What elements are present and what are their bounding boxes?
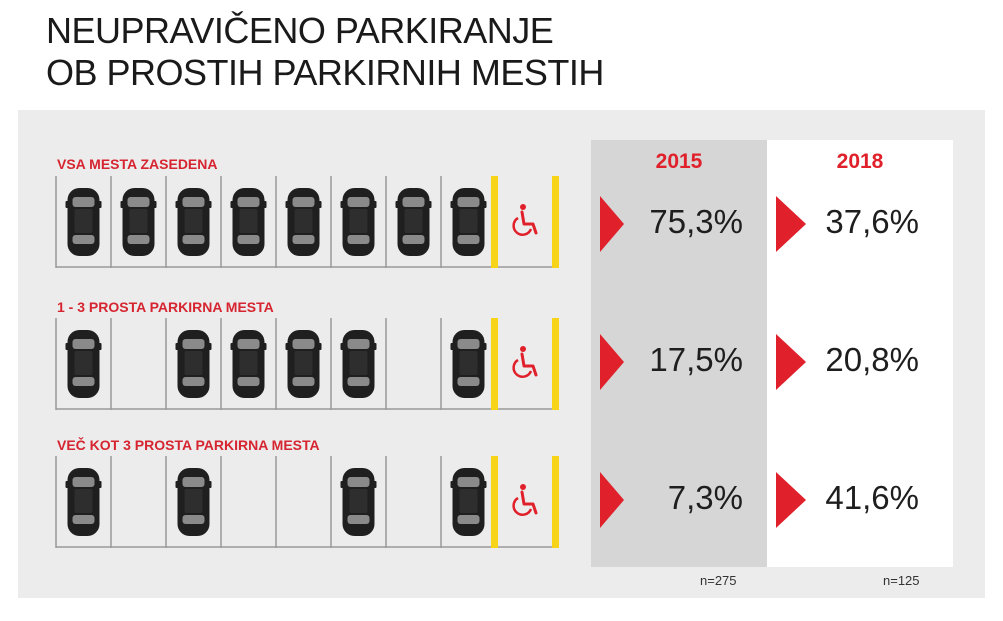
value-2015-over-3-free: 7,3% <box>667 479 743 516</box>
car-icon <box>395 188 432 256</box>
title-line-1: NEUPRAVIČENO PARKIRANJE <box>46 10 554 51</box>
car-icon <box>175 188 212 256</box>
red-triangle-arrow-icon <box>600 196 624 252</box>
car-icon <box>65 188 102 256</box>
car-icon <box>285 188 322 256</box>
car-icon <box>340 188 377 256</box>
car-icon <box>450 188 487 256</box>
car-icon <box>120 188 157 256</box>
wheelchair-icon <box>512 346 538 378</box>
red-triangle-arrow-icon <box>776 334 806 390</box>
value-2018-over-3-free: 41,6% <box>825 479 919 516</box>
parking-lot-row-1 <box>55 176 559 268</box>
car-icon <box>65 468 102 536</box>
parking-lot-row-2 <box>55 318 559 410</box>
handicap-line <box>491 176 498 268</box>
car-icon <box>175 468 212 536</box>
car-icon <box>285 330 322 398</box>
car-icon <box>340 468 377 536</box>
year-header-2018: 2018 <box>836 150 884 173</box>
value-2015-1-3-free: 17,5% <box>649 341 743 378</box>
red-triangle-arrow-icon <box>776 196 806 252</box>
sample-size-2018: n=125 <box>883 573 920 588</box>
red-triangle-arrow-icon <box>776 472 806 528</box>
handicap-line <box>491 318 498 410</box>
row-label-1-3-free: 1 - 3 PROSTA PARKIRNA MESTA <box>57 299 274 315</box>
value-2018-all-occupied: 37,6% <box>825 203 919 240</box>
car-icon <box>450 330 487 398</box>
handicap-line <box>491 456 498 548</box>
year-header-2015: 2015 <box>655 150 703 173</box>
row-label-over-3-free: VEČ KOT 3 PROSTA PARKIRNA MESTA <box>57 437 320 453</box>
title-line-2: OB PROSTIH PARKIRNIH MESTIH <box>46 52 604 93</box>
row-label-all-occupied: VSA MESTA ZASEDENA <box>57 156 218 172</box>
handicap-line <box>552 318 559 410</box>
parking-lot-row-3 <box>55 456 559 548</box>
red-triangle-arrow-icon <box>600 472 624 528</box>
car-icon <box>65 330 102 398</box>
sample-size-2015: n=275 <box>700 573 737 588</box>
handicap-line <box>552 176 559 268</box>
wheelchair-icon <box>512 204 538 236</box>
value-2018-1-3-free: 20,8% <box>825 341 919 378</box>
car-icon <box>340 330 377 398</box>
page-title: NEUPRAVIČENO PARKIRANJE OB PROSTIH PARKI… <box>46 10 604 94</box>
car-icon <box>450 468 487 536</box>
car-icon <box>230 330 267 398</box>
car-icon <box>230 188 267 256</box>
handicap-line <box>552 456 559 548</box>
wheelchair-icon <box>512 484 538 516</box>
car-icon <box>175 330 212 398</box>
red-triangle-arrow-icon <box>600 334 624 390</box>
value-2015-all-occupied: 75,3% <box>649 203 743 240</box>
